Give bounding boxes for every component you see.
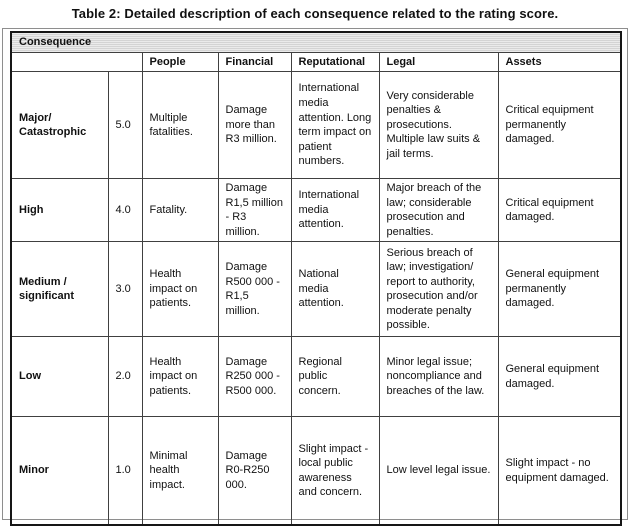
score-cell: 2.0 xyxy=(107,336,143,418)
assets-cell: General equipment permanently damaged. xyxy=(497,241,622,338)
legal-cell: Low level legal issue. xyxy=(378,416,499,526)
table-row-major-catastrophic: Major/ Catastrophic 5.0 Multiple fatalit… xyxy=(10,71,622,180)
assets-cell: Critical equipment permanently damaged. xyxy=(497,71,622,180)
page: Table 2: Detailed description of each co… xyxy=(2,6,628,527)
table-row-high: High 4.0 Fatality. Damage R1,5 million -… xyxy=(10,178,622,243)
score-cell: 5.0 xyxy=(107,71,143,180)
financial-cell: Damage R500 000 - R1,5 million. xyxy=(217,241,292,338)
score-cell: 3.0 xyxy=(107,241,143,338)
col-header-reputational: Reputational xyxy=(290,51,380,73)
people-cell: Multiple fatalities. xyxy=(141,71,219,180)
table-frame: Consequence People Financial Reputationa… xyxy=(2,28,628,527)
group-header-row: Consequence xyxy=(10,31,622,53)
people-cell: Health impact on patients. xyxy=(141,241,219,338)
col-header-financial: Financial xyxy=(217,51,292,73)
financial-cell: Damage more than R3 million. xyxy=(217,71,292,180)
col-header-people: People xyxy=(141,51,219,73)
table-caption: Table 2: Detailed description of each co… xyxy=(71,6,559,21)
people-cell: Health impact on patients. xyxy=(141,336,219,418)
people-cell: Minimal health impact. xyxy=(141,416,219,526)
score-cell: 1.0 xyxy=(107,416,143,526)
group-header-cell: Consequence xyxy=(10,31,622,53)
reputational-cell: Regional public concern. xyxy=(290,336,380,418)
financial-cell: Damage R250 000 - R500 000. xyxy=(217,336,292,418)
reputational-cell: International media attention. xyxy=(290,178,380,243)
legal-cell: Very considerable penalties & prosecutio… xyxy=(378,71,499,180)
col-header-legal: Legal xyxy=(378,51,499,73)
category-cell: Low xyxy=(10,336,109,418)
col-header-assets: Assets xyxy=(497,51,622,73)
legal-cell: Minor legal issue; noncompliance and bre… xyxy=(378,336,499,418)
column-header-row: People Financial Reputational Legal Asse… xyxy=(10,51,622,73)
financial-cell: Damage R0-R250 000. xyxy=(217,416,292,526)
category-cell: Major/ Catastrophic xyxy=(10,71,109,180)
score-cell: 4.0 xyxy=(107,178,143,243)
people-cell: Fatality. xyxy=(141,178,219,243)
consequence-table: Consequence People Financial Reputationa… xyxy=(10,31,623,527)
legal-cell: Serious breach of law; investigation/ re… xyxy=(378,241,499,338)
reputational-cell: Slight impact - local public awareness a… xyxy=(290,416,380,526)
table-row-minor: Minor 1.0 Minimal health impact. Damage … xyxy=(10,416,622,526)
assets-cell: Critical equipment damaged. xyxy=(497,178,622,243)
table-row-low: Low 2.0 Health impact on patients. Damag… xyxy=(10,336,622,418)
table-row-medium-significant: Medium / significant 3.0 Health impact o… xyxy=(10,241,622,338)
category-cell: High xyxy=(10,178,109,243)
legal-cell: Major breach of the law; considerable pr… xyxy=(378,178,499,243)
reputational-cell: National media attention. xyxy=(290,241,380,338)
category-cell: Medium / significant xyxy=(10,241,109,338)
reputational-cell: International media attention. Long term… xyxy=(290,71,380,180)
assets-cell: Slight impact - no equipment damaged. xyxy=(497,416,622,526)
assets-cell: General equipment damaged. xyxy=(497,336,622,418)
blank-header-cell xyxy=(10,51,143,73)
category-cell: Minor xyxy=(10,416,109,526)
financial-cell: Damage R1,5 million - R3 million. xyxy=(217,178,292,243)
